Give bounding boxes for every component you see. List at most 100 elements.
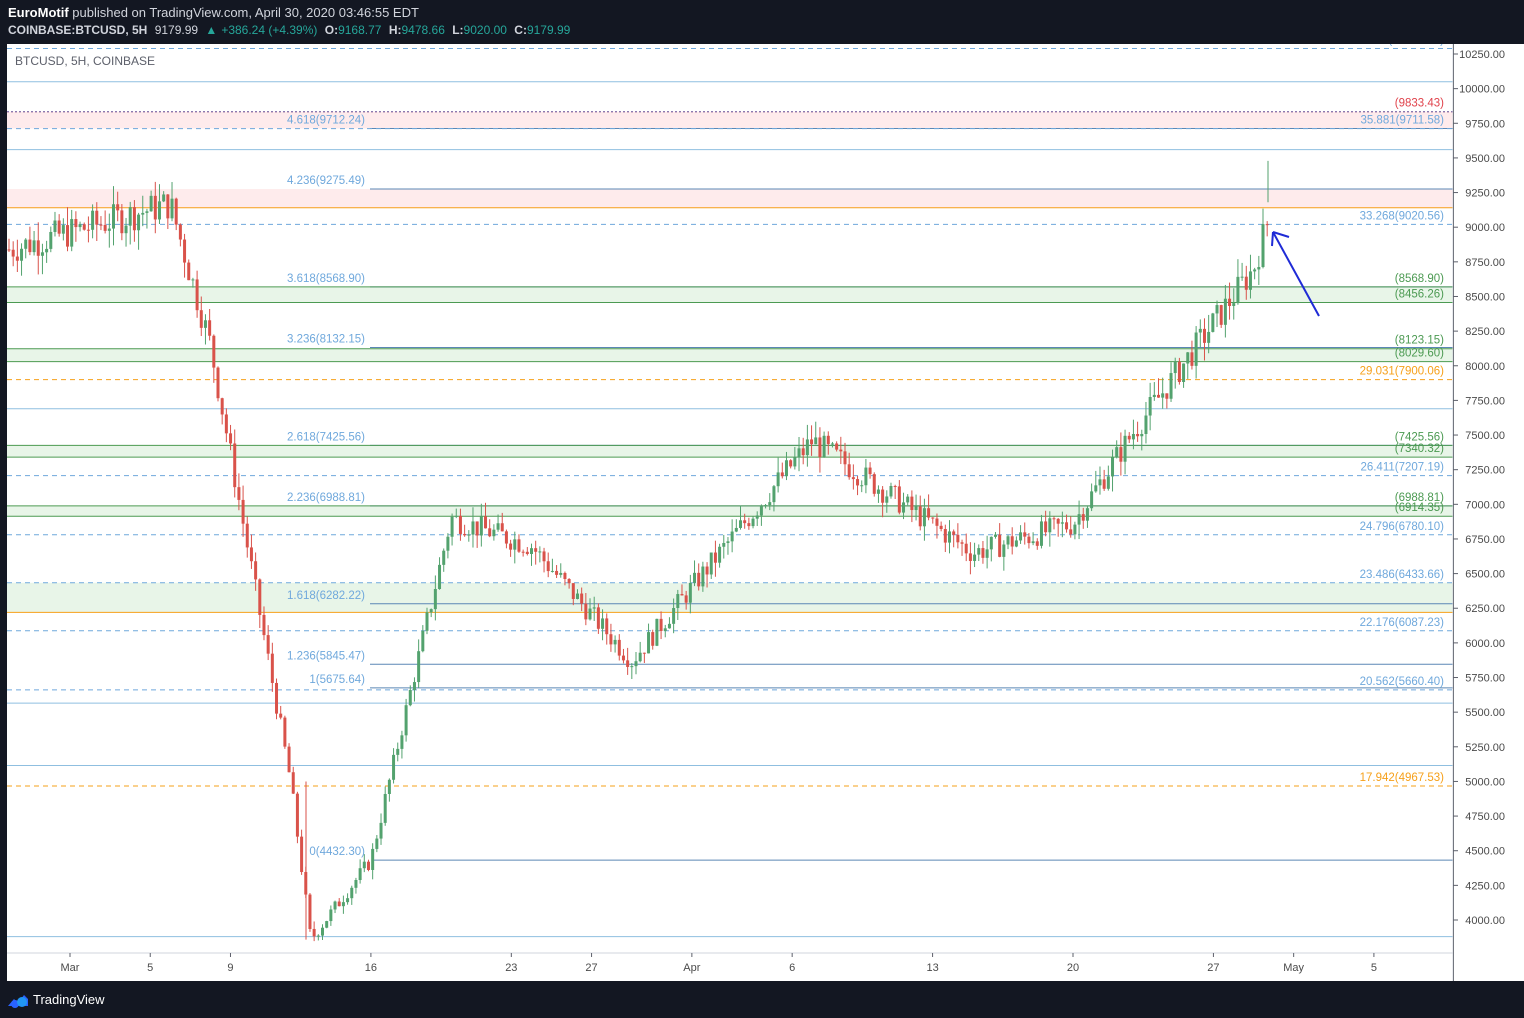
candle-body xyxy=(684,595,688,603)
fib-right-label-14: 24.796(6780.10) xyxy=(1360,521,1445,533)
candle-226 xyxy=(952,529,956,548)
candle-134 xyxy=(567,578,571,589)
candle-154 xyxy=(651,629,655,650)
fib-right-label-9: (7425.56) xyxy=(1395,431,1444,443)
candle-11 xyxy=(53,211,57,237)
candle-body xyxy=(254,561,258,580)
candle-47 xyxy=(203,314,207,345)
candle-109 xyxy=(463,524,467,537)
candle-body xyxy=(822,435,826,457)
candle-body xyxy=(484,516,488,529)
arrow-head-left xyxy=(1271,231,1274,247)
candle-152 xyxy=(642,652,646,664)
candle-201 xyxy=(847,452,851,480)
candle-279 xyxy=(1173,357,1177,389)
price-chart[interactable]: 4.618(9712.24) 4.236(9275.49) 3.618(8568.9… xyxy=(0,44,1524,983)
candle-body xyxy=(279,713,283,718)
candle-body xyxy=(893,486,897,488)
candle-104 xyxy=(442,548,446,572)
candle-292 xyxy=(1228,282,1232,320)
candle-99 xyxy=(421,625,425,653)
candle-192 xyxy=(810,425,814,456)
candle-240 xyxy=(1010,527,1014,555)
candle-body xyxy=(1198,328,1202,333)
candle-164 xyxy=(693,560,697,587)
candle-68 xyxy=(291,766,295,795)
fib-left-label-9: 0(4432.30) xyxy=(309,846,365,858)
candle-160 xyxy=(676,589,680,620)
candle-body xyxy=(563,572,567,580)
candle-106 xyxy=(450,513,454,546)
candle-132 xyxy=(559,563,563,578)
candle-173 xyxy=(730,519,734,553)
candle-243 xyxy=(1023,522,1027,545)
candle-94 xyxy=(400,730,404,759)
candle-body xyxy=(266,635,270,654)
candle-body xyxy=(49,231,53,249)
candle-207 xyxy=(872,472,876,497)
candle-body xyxy=(245,523,249,548)
candle-body xyxy=(605,618,609,635)
candle-102 xyxy=(433,575,437,621)
candle-220 xyxy=(927,494,931,521)
candle-245 xyxy=(1031,532,1035,546)
candle-76 xyxy=(325,920,329,929)
candle-body xyxy=(538,551,542,553)
candle-184 xyxy=(776,457,780,493)
candle-296 xyxy=(1244,265,1248,300)
candle-body xyxy=(1265,224,1269,226)
high-label: H: xyxy=(388,23,402,37)
candle-body xyxy=(759,505,763,516)
candle-278 xyxy=(1169,362,1173,402)
candle-285 xyxy=(1198,319,1202,348)
plot-background xyxy=(7,44,1453,981)
candle-128 xyxy=(542,547,546,573)
candle-72 xyxy=(308,893,312,932)
candle-body xyxy=(546,561,550,572)
candle-41 xyxy=(178,223,182,247)
candle-body xyxy=(116,204,120,211)
high-value: 9478.66 xyxy=(401,23,445,37)
price-axis[interactable] xyxy=(1454,44,1524,981)
candle-body xyxy=(346,898,350,903)
y-tick-label-20: 5250.00 xyxy=(1465,742,1505,754)
candle-217 xyxy=(914,494,918,521)
candle-37 xyxy=(162,191,166,203)
y-tick-label-23: 4500.00 xyxy=(1465,846,1505,858)
candle-body xyxy=(617,639,621,656)
candle-body xyxy=(1228,298,1232,306)
candle-213 xyxy=(897,480,901,515)
candle-body xyxy=(157,201,161,220)
author-name[interactable]: EuroMotif xyxy=(8,5,69,20)
candle-168 xyxy=(709,552,713,579)
x-tick-label-6: Apr xyxy=(683,962,700,974)
candle-body xyxy=(718,546,722,563)
candle-6 xyxy=(32,230,36,256)
fib-right-label-0: 36.881(10275.00) xyxy=(1353,44,1444,46)
candle-290 xyxy=(1219,304,1223,328)
candle-28 xyxy=(124,217,128,247)
y-tick-label-4: 9250.00 xyxy=(1465,188,1505,200)
tradingview-logo-icon[interactable] xyxy=(6,990,30,1010)
candle-body xyxy=(956,534,960,543)
candle-174 xyxy=(734,519,738,533)
candle-body xyxy=(722,542,726,547)
candle-body xyxy=(7,249,11,251)
symbol-name[interactable]: COINBASE:BTCUSD, 5H xyxy=(8,23,148,37)
candle-body xyxy=(1207,331,1211,343)
candle-body xyxy=(626,660,630,667)
y-tick-label-8: 8250.00 xyxy=(1465,326,1505,338)
candle-body xyxy=(174,198,178,225)
candle-258 xyxy=(1085,505,1089,528)
candle-body xyxy=(764,505,768,507)
candle-265 xyxy=(1115,440,1119,459)
candle-139 xyxy=(588,598,592,621)
candle-body xyxy=(939,525,943,530)
candle-295 xyxy=(1240,262,1244,281)
candle-84 xyxy=(358,859,362,884)
candle-113 xyxy=(479,503,483,547)
candle-96 xyxy=(408,685,412,707)
candle-65 xyxy=(279,705,283,720)
publish-info: EuroMotif published on TradingView.com, … xyxy=(8,5,419,20)
candle-82 xyxy=(350,885,354,905)
